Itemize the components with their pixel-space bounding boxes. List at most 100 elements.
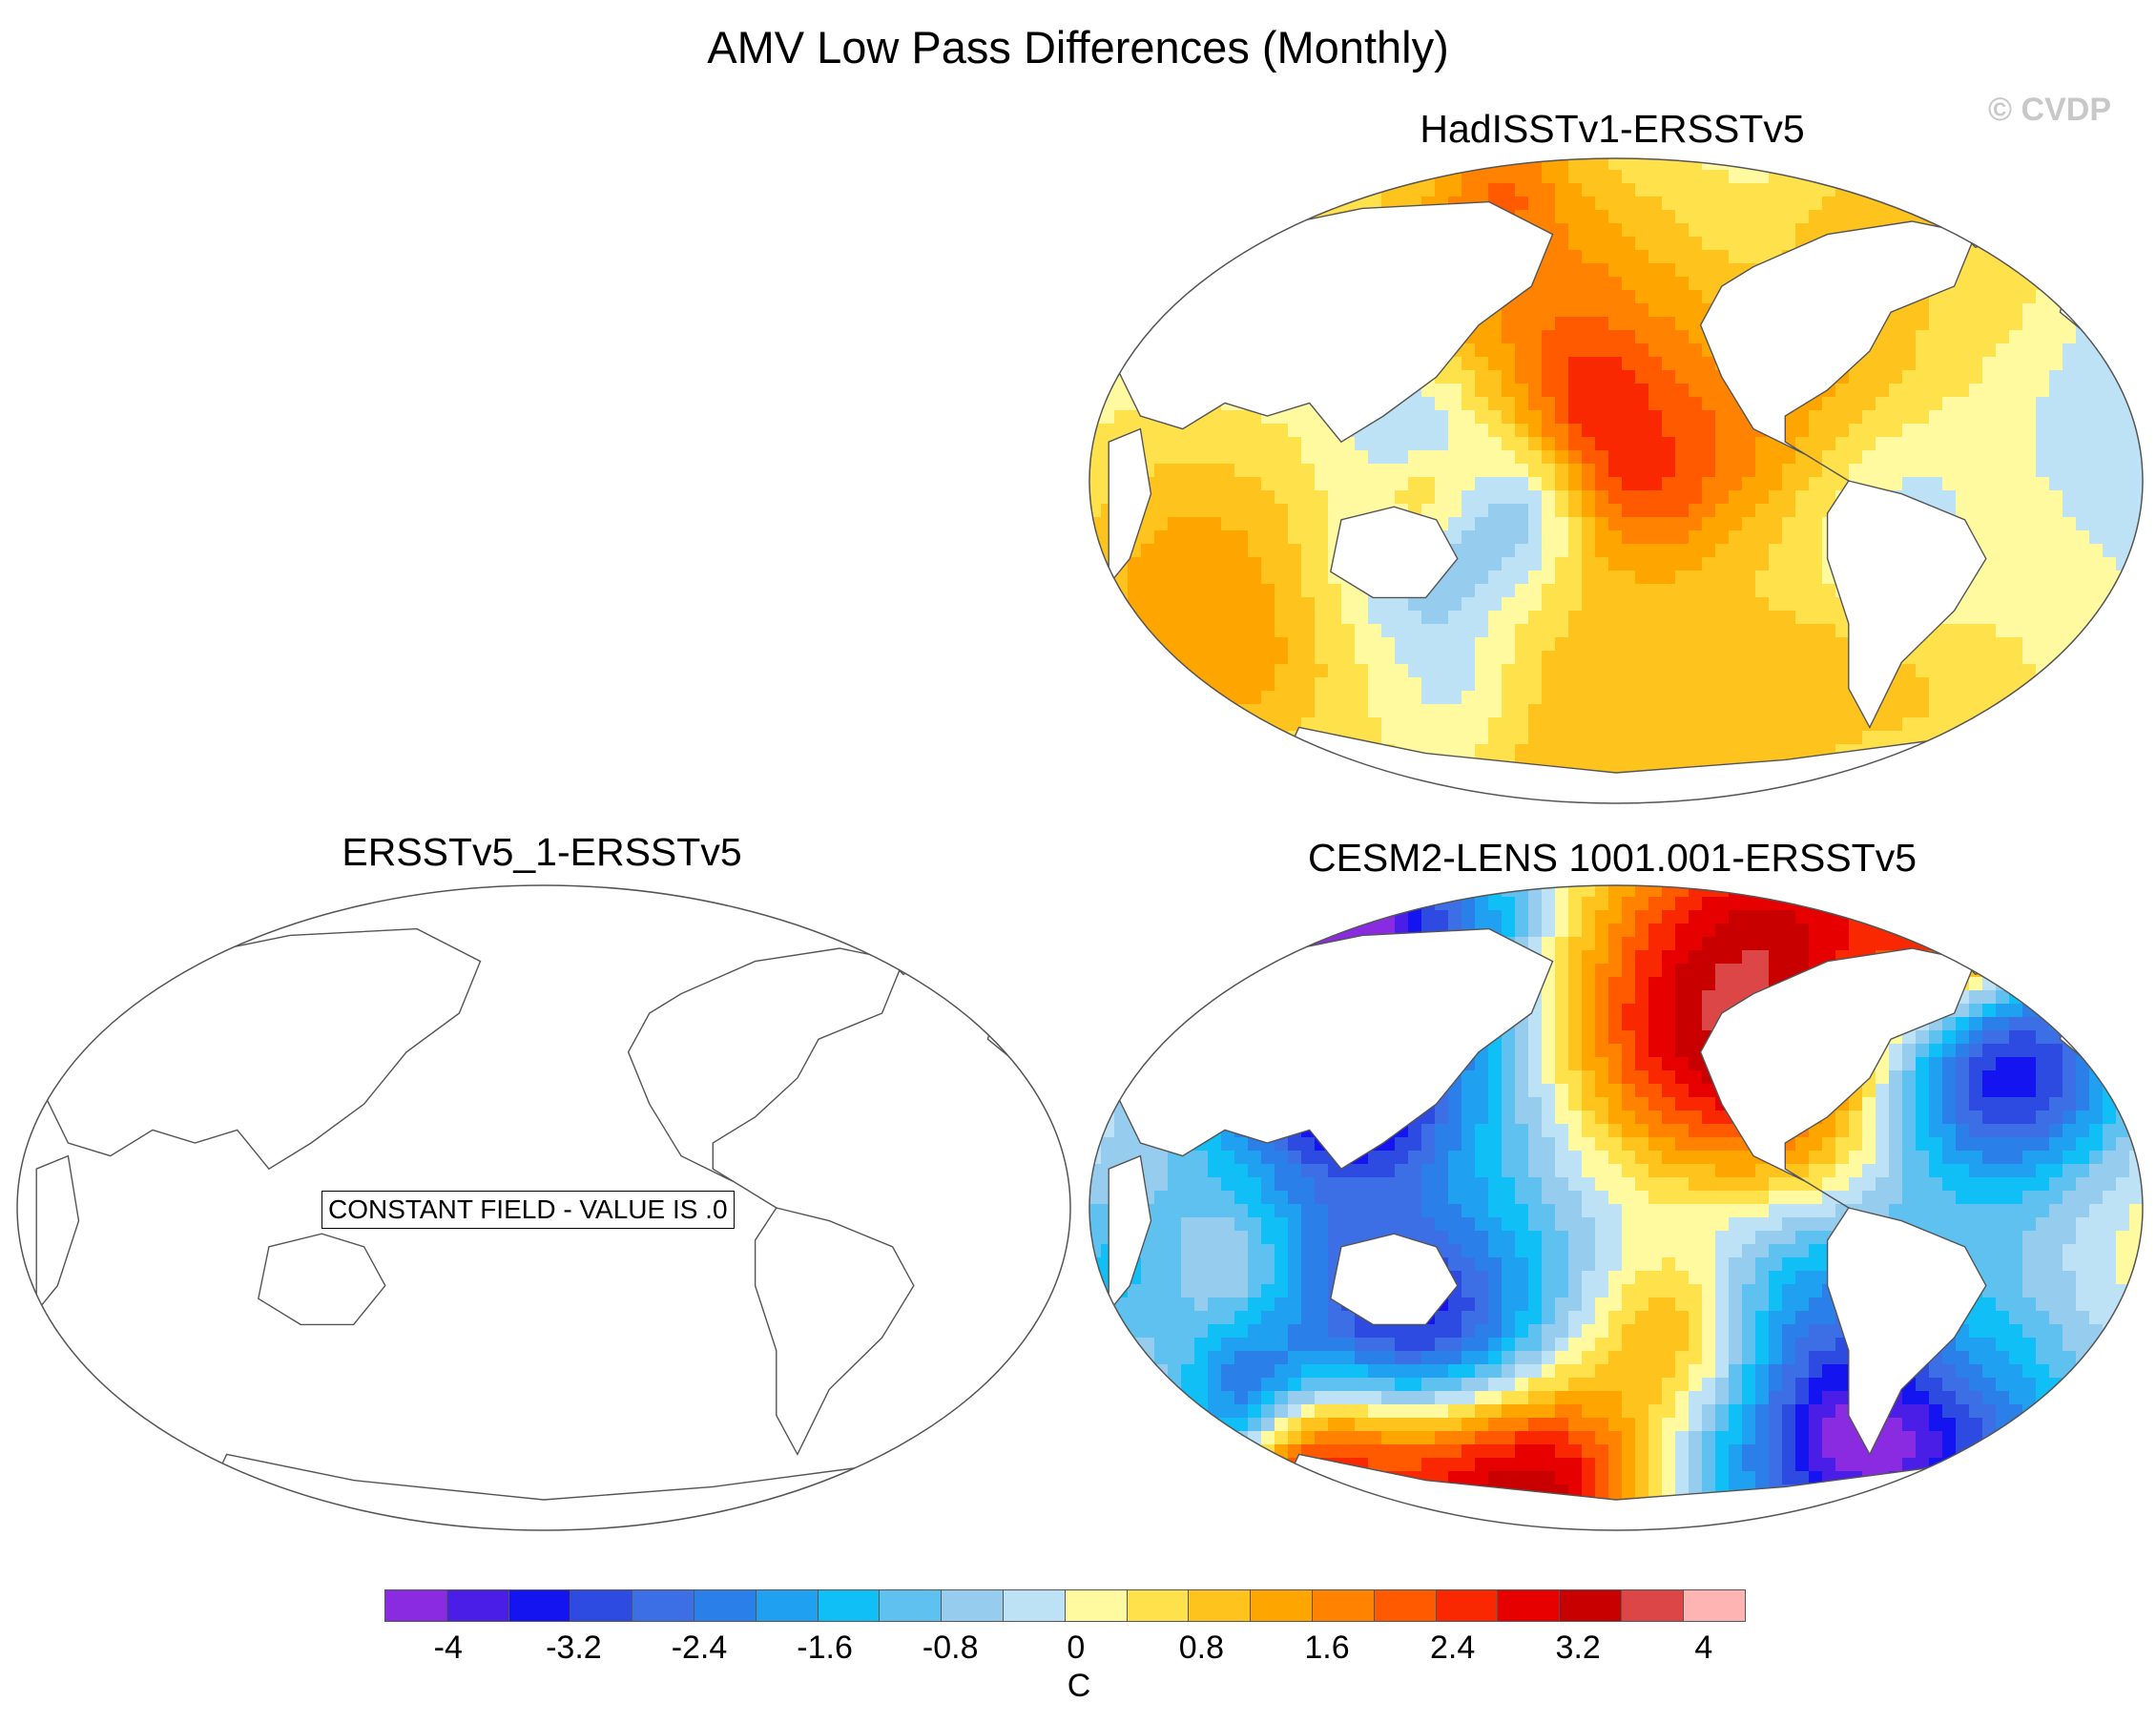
field-cell	[2076, 183, 2090, 197]
field-cell	[1101, 330, 1115, 344]
field-cell	[1715, 798, 1730, 803]
field-cell	[1969, 950, 1983, 965]
field-cell	[1502, 704, 1516, 718]
field-cell	[1582, 544, 1596, 558]
field-cell	[1194, 223, 1209, 238]
field-cell	[1582, 317, 1596, 331]
field-cell	[1582, 504, 1596, 518]
field-cell	[2036, 784, 2050, 799]
field-cell	[2103, 624, 2117, 638]
field-cell	[2103, 651, 2117, 665]
field-cell	[1128, 223, 1142, 238]
field-cell	[1715, 897, 1730, 911]
field-cell	[1702, 464, 1716, 478]
field-cell	[1261, 637, 1275, 652]
field-cell	[1128, 885, 1142, 898]
field-cell	[1622, 704, 1636, 718]
field-cell	[1089, 977, 1102, 991]
field-cell	[1809, 437, 1823, 451]
field-cell	[1221, 584, 1235, 598]
field-cell	[1969, 210, 1983, 224]
field-cell	[1582, 450, 1596, 465]
field-cell	[1381, 704, 1396, 718]
field-cell	[1141, 183, 1155, 197]
field-cell	[1261, 571, 1275, 585]
map-cesm	[1088, 884, 2144, 1531]
field-cell	[1849, 197, 1863, 211]
field-cell	[1368, 158, 1382, 171]
field-cell	[1101, 717, 1115, 732]
field-cell	[1702, 691, 1716, 705]
field-cell	[1128, 731, 1142, 745]
field-cell	[1234, 651, 1249, 665]
field-cell	[1101, 263, 1115, 278]
field-cell	[1089, 290, 1102, 304]
field-cell	[1181, 237, 1195, 251]
field-cell	[1368, 771, 1382, 785]
field-cell	[2129, 704, 2143, 718]
field-cell	[1114, 317, 1129, 331]
field-cell	[1408, 490, 1422, 505]
field-cell	[1662, 637, 1676, 652]
field-cell	[1662, 370, 1676, 384]
field-cell	[1488, 410, 1503, 425]
field-cell	[1341, 624, 1356, 638]
field-cell	[1969, 1017, 1983, 1031]
field-cell	[1528, 611, 1543, 625]
field-cell	[1395, 158, 1409, 171]
field-cell	[1568, 544, 1583, 558]
field-cell	[1809, 910, 1823, 924]
field-cell	[1141, 784, 1155, 799]
field-cell	[1462, 611, 1476, 625]
field-cell	[1542, 397, 1556, 411]
field-cell	[1288, 798, 1302, 803]
field-cell	[1715, 183, 1730, 197]
field-cell	[1168, 584, 1182, 598]
field-cell	[1568, 885, 1583, 898]
field-cell	[2049, 691, 2063, 705]
field-cell	[2089, 183, 2104, 197]
field-cell	[1702, 611, 1716, 625]
field-cell	[1168, 158, 1182, 171]
field-cell	[1582, 758, 1596, 772]
field-cell	[1595, 937, 1609, 951]
field-cell	[1982, 571, 1997, 585]
field-cell	[1194, 237, 1209, 251]
field-cell	[1835, 410, 1850, 425]
field-cell	[1221, 571, 1235, 585]
field-cell	[1128, 263, 1142, 278]
field-cell	[1595, 964, 1609, 978]
field-cell	[1996, 910, 2010, 924]
field-cell	[1221, 437, 1235, 451]
field-cell	[1488, 597, 1503, 612]
field-cell	[1555, 557, 1569, 571]
field-cell	[1662, 517, 1676, 531]
field-cell	[1729, 544, 1743, 558]
field-cell	[1288, 571, 1302, 585]
field-cell	[1101, 924, 1115, 938]
field-cell	[1889, 317, 1903, 331]
field-cell	[1635, 343, 1649, 358]
field-cell	[1675, 584, 1690, 598]
field-cell	[1608, 758, 1623, 772]
field-cell	[1862, 170, 1876, 184]
field-cell	[1475, 490, 1489, 505]
field-cell	[2049, 885, 2063, 898]
field-cell	[1582, 530, 1596, 545]
field-cell	[1862, 410, 1876, 425]
field-cell	[1089, 897, 1102, 911]
field-cell	[1809, 571, 1823, 585]
field-cell	[1982, 210, 1997, 224]
field-cell	[1622, 731, 1636, 745]
field-cell	[1969, 1044, 1983, 1058]
field-cell	[1208, 450, 1222, 465]
field-cell	[1635, 924, 1649, 938]
field-cell	[1502, 490, 1516, 505]
field-cell	[2022, 950, 2037, 965]
field-cell	[1421, 464, 1436, 478]
field-cell	[1956, 691, 1970, 705]
field-cell	[1889, 910, 1903, 924]
field-cell	[1929, 317, 1943, 331]
field-cell	[1475, 910, 1489, 924]
field-cell	[1702, 731, 1716, 745]
